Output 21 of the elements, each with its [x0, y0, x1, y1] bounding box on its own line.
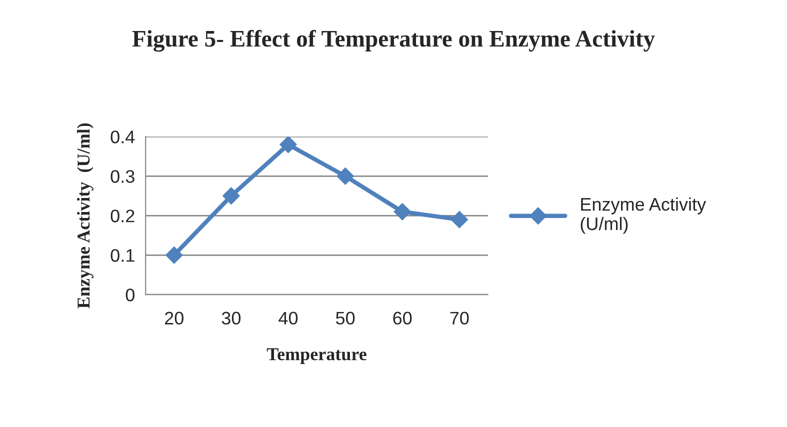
x-tick-label: 70	[450, 312, 469, 325]
point	[394, 203, 411, 220]
legend-label: Enzyme Activity (U/ml)	[580, 197, 706, 234]
y-tick-label: 0.4	[110, 130, 135, 144]
point	[280, 136, 297, 154]
x-tick-label: 30	[222, 312, 241, 325]
x-axis-title: Temperature	[266, 348, 366, 364]
x-tick-label: 40	[278, 312, 298, 325]
x-tick-label: 20	[164, 312, 184, 325]
x-tick-label: 50	[336, 312, 355, 325]
y-tick-label: 0	[126, 288, 134, 302]
y-tick-label: 0.1	[110, 249, 134, 262]
chart-title: Figure 5- Effect of Temperature on Enzyme Activity	[132, 30, 655, 52]
point	[222, 187, 240, 204]
x-tick-label: 60	[393, 312, 412, 325]
point	[450, 211, 468, 228]
point	[166, 246, 183, 264]
point	[336, 168, 354, 185]
y-tick-label: 0.2	[110, 210, 134, 222]
y-tick-label: 0.3	[110, 170, 134, 183]
y-axis-title: Enzyme Activity (U/ml)	[76, 123, 94, 308]
